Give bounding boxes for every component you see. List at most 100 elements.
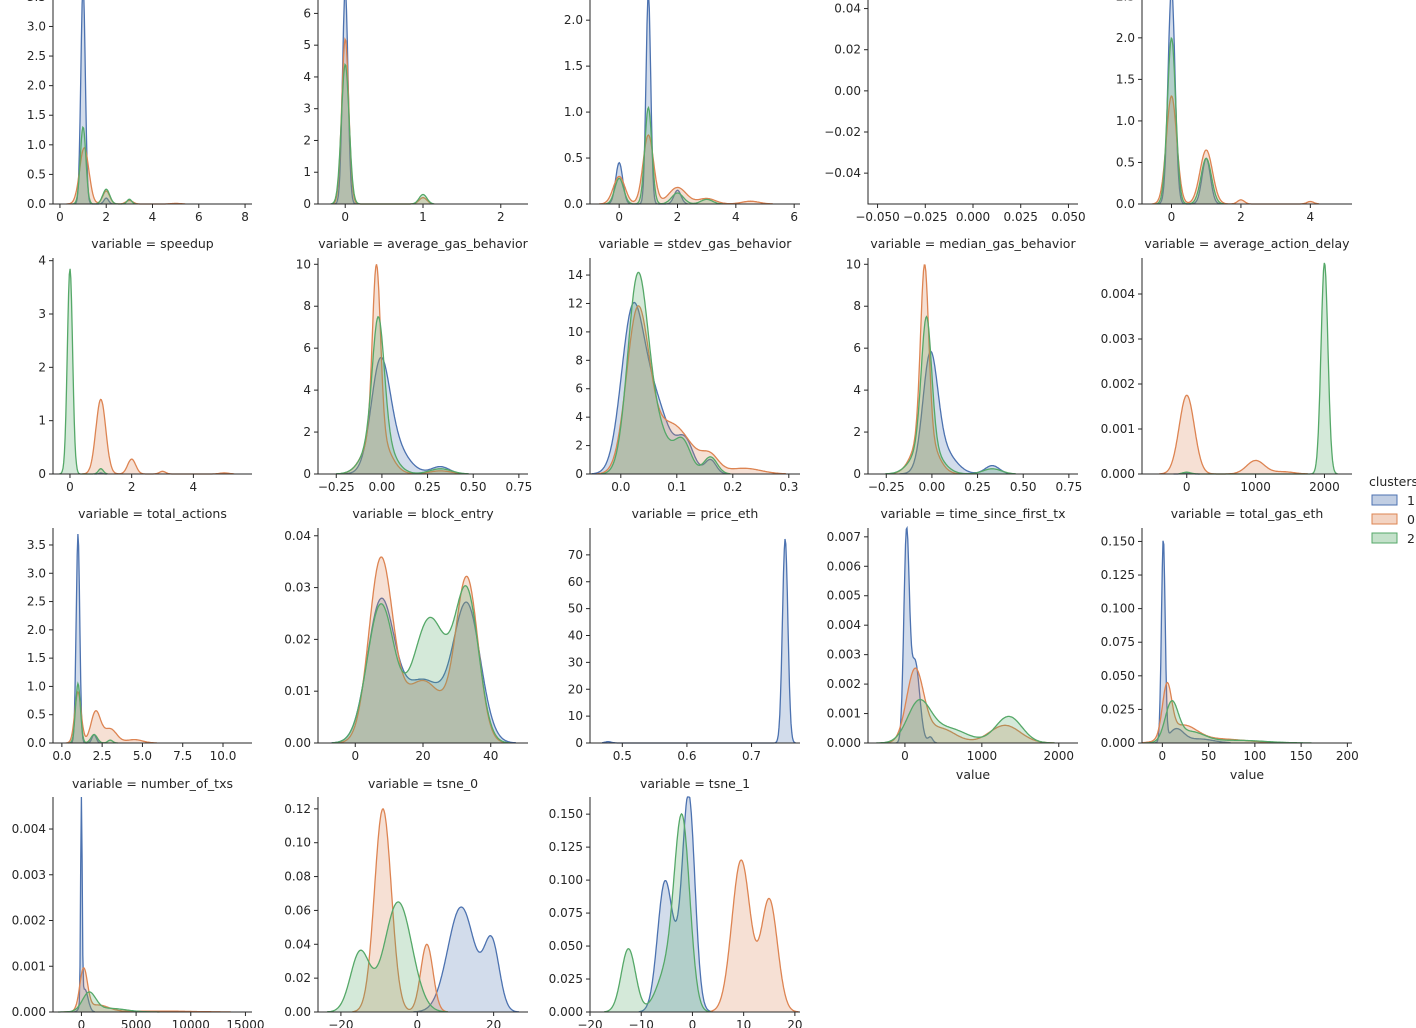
- facet-17: −20 −10 0 10 20 0.000 0.025 0.050 0.075 0.100 0.12…: [549, 776, 803, 1028]
- y-tick-label: 0.025: [1101, 702, 1135, 716]
- y-tick-label: 0: [303, 467, 311, 481]
- facet-title: variable = time_since_first_tx: [880, 506, 1065, 521]
- y-tick-label: 0.5: [27, 167, 46, 181]
- density-fill-cluster-2: [1144, 700, 1312, 743]
- y-tick-label: 0.04: [834, 2, 861, 16]
- facet-16: −20 0 20 0.00 0.02 0.04 0.06 0.08 0.10 0.12 variab…: [284, 776, 528, 1028]
- y-tick-label: 0.0: [27, 197, 46, 211]
- facet-13: 0 1000 2000 0.000 0.001 0.002 0.003 0.004 0.005 0…: [827, 506, 1078, 782]
- legend-swatch-1: [1371, 494, 1398, 506]
- density-fill-cluster-0: [82, 399, 235, 474]
- x-tick-label: 10000: [172, 1018, 210, 1028]
- x-tick-label: 4: [149, 210, 157, 224]
- y-tick-label: 3: [38, 307, 46, 321]
- y-tick-label: 3: [303, 102, 311, 116]
- x-tick-label: 5000: [121, 1018, 152, 1028]
- y-tick-label: 2.5: [27, 595, 46, 609]
- density-fill-cluster-0: [596, 305, 786, 474]
- y-tick-label: 0.000: [827, 736, 861, 750]
- x-tick-label: 0.025: [1004, 210, 1038, 224]
- y-tick-label: −0.02: [824, 125, 861, 139]
- y-tick-label: 0.150: [549, 807, 583, 821]
- y-tick-label: 0.001: [1101, 422, 1135, 436]
- y-tick-label: 0.004: [827, 618, 861, 632]
- y-tick-label: 0.02: [284, 971, 311, 985]
- facet-8: −0.25 0.00 0.25 0.50 0.75 0 2 4 6 8 10 variable = m…: [846, 236, 1083, 494]
- density-fill-cluster-1: [607, 0, 688, 204]
- density-line-cluster-0: [707, 859, 799, 1013]
- x-tick-label: 10: [736, 1018, 751, 1028]
- x-tick-label: 20: [787, 1018, 802, 1028]
- density-line-cluster-1: [413, 906, 520, 1013]
- x-tick-label: 0: [689, 1018, 697, 1028]
- y-tick-label: 10: [568, 709, 583, 723]
- y-tick-label: 0.000: [1101, 467, 1135, 481]
- facet-0: 0 2 4 6 8 0.0 0.5 1.0 1.5 2.0 2.5 3.0 3.5: [27, 0, 252, 224]
- y-tick-label: 0.02: [284, 632, 311, 646]
- y-tick-label: 2.0: [564, 13, 583, 27]
- legend-swatch-2: [1371, 532, 1398, 544]
- y-tick-label: 0.0: [564, 197, 583, 211]
- density-line-cluster-0: [352, 808, 448, 1013]
- density-fill-cluster-2: [604, 813, 711, 1012]
- y-tick-label: 4: [575, 410, 583, 424]
- y-tick-label: 2: [303, 133, 311, 147]
- density-fill-cluster-0: [352, 809, 448, 1012]
- density-fill-cluster-2: [72, 127, 137, 204]
- y-tick-label: 0: [575, 467, 583, 481]
- y-tick-label: 14: [568, 268, 583, 282]
- density-line-cluster-2: [1144, 700, 1312, 744]
- y-tick-label: 0.150: [1101, 534, 1135, 548]
- facet-3: −0.050 −0.025 0.000 0.025 0.050 −0.04 −0.02 0.0…: [824, 0, 1086, 224]
- y-tick-label: 1.5: [27, 108, 46, 122]
- density-fill-cluster-2: [601, 272, 731, 474]
- y-tick-label: 0.004: [12, 822, 46, 836]
- y-tick-label: 0.100: [549, 873, 583, 887]
- density-fill-cluster-2: [336, 316, 469, 474]
- density-line-cluster-0: [599, 134, 773, 205]
- y-tick-label: 8: [303, 299, 311, 313]
- density-line-cluster-1: [899, 350, 1014, 475]
- density-fill-cluster-2: [332, 585, 510, 743]
- y-tick-label: 0.5: [1116, 155, 1135, 169]
- facet-2: 0 2 4 6 0.0 0.5 1.0 1.5 2.0: [564, 0, 800, 224]
- y-tick-label: 0.100: [1101, 602, 1135, 616]
- y-tick-label: 0.000: [549, 1005, 583, 1019]
- facet-title: variable = median_gas_behavior: [870, 236, 1076, 251]
- y-tick-label: 3.5: [27, 0, 46, 4]
- facet-10: 0.0 2.5 5.0 7.5 10.0 0.0 0.5 1.0 1.5 2.0 2.5 3.0 3.5…: [27, 506, 252, 763]
- y-tick-label: 6: [303, 341, 311, 355]
- x-tick-label: −0.25: [318, 480, 355, 494]
- density-line-cluster-1: [895, 525, 938, 744]
- facet-5: 0 2 4 0 1 2 3 4 variable = speedup: [38, 236, 252, 494]
- y-tick-label: 0.0: [27, 736, 46, 750]
- y-tick-label: 0.002: [827, 677, 861, 691]
- density-line-cluster-2: [332, 585, 511, 744]
- y-tick-label: 1: [38, 414, 46, 428]
- density-fill-cluster-1: [895, 528, 937, 743]
- density-fill-cluster-2: [327, 901, 448, 1012]
- y-tick-label: 1.5: [564, 59, 583, 73]
- x-tick-label: 50: [1201, 749, 1216, 763]
- y-tick-label: 70: [568, 548, 583, 562]
- y-tick-label: 6: [303, 6, 311, 20]
- density-line-cluster-1: [638, 796, 713, 1013]
- x-tick-label: 0: [56, 210, 64, 224]
- y-tick-label: 1.5: [27, 651, 46, 665]
- density-line-cluster-2: [327, 901, 448, 1013]
- density-line-cluster-1: [1154, 540, 1231, 744]
- y-tick-label: 12: [568, 296, 583, 310]
- x-tick-label: 0.5: [613, 749, 632, 763]
- x-tick-label: 0.3: [779, 480, 798, 494]
- y-tick-label: 2.5: [27, 49, 46, 63]
- density-fill-cluster-0: [338, 264, 465, 474]
- facet-title: variable = stdev_gas_behavior: [599, 236, 793, 251]
- density-line-cluster-2: [876, 698, 1055, 744]
- y-tick-label: 0.06: [284, 903, 311, 917]
- y-tick-label: 5: [303, 38, 311, 52]
- y-tick-label: 0: [853, 467, 861, 481]
- density-line-cluster-2: [604, 812, 711, 1013]
- x-tick-label: 4: [1307, 210, 1315, 224]
- density-fill-cluster-2: [58, 991, 160, 1012]
- density-fill-cluster-1: [331, 598, 516, 743]
